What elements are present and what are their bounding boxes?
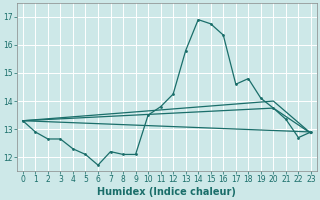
X-axis label: Humidex (Indice chaleur): Humidex (Indice chaleur)	[98, 187, 236, 197]
